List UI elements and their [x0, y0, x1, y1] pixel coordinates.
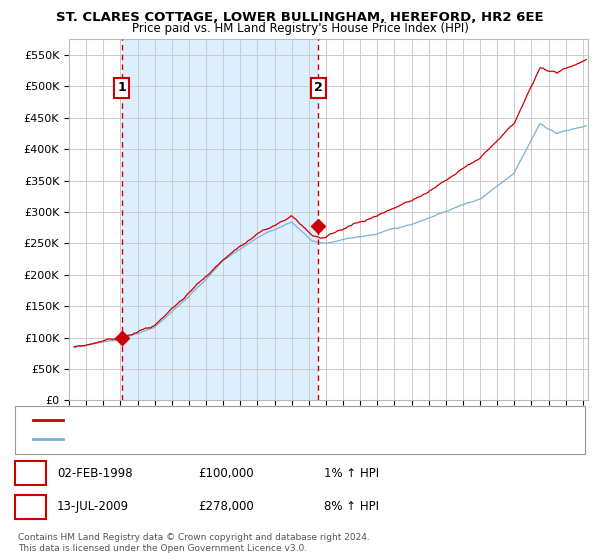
Text: £100,000: £100,000	[198, 466, 254, 480]
Text: 1: 1	[118, 81, 127, 95]
Text: Price paid vs. HM Land Registry's House Price Index (HPI): Price paid vs. HM Land Registry's House …	[131, 22, 469, 35]
Text: 2: 2	[314, 81, 322, 95]
Bar	[122, 39, 318, 400]
Text: 8% ↑ HPI: 8% ↑ HPI	[324, 500, 379, 514]
Text: 02-FEB-1998: 02-FEB-1998	[57, 466, 133, 480]
Text: 1: 1	[26, 466, 35, 480]
Text: HPI: Average price, detached house, Herefordshire: HPI: Average price, detached house, Here…	[69, 435, 322, 445]
Text: ST. CLARES COTTAGE, LOWER BULLINGHAM, HEREFORD, HR2 6EE: ST. CLARES COTTAGE, LOWER BULLINGHAM, HE…	[56, 11, 544, 24]
Text: 13-JUL-2009: 13-JUL-2009	[57, 500, 129, 514]
Text: 1% ↑ HPI: 1% ↑ HPI	[324, 466, 379, 480]
Text: Contains HM Land Registry data © Crown copyright and database right 2024.
This d: Contains HM Land Registry data © Crown c…	[18, 533, 370, 553]
Text: 2: 2	[26, 500, 35, 514]
Text: ST. CLARES COTTAGE, LOWER BULLINGHAM, HEREFORD, HR2 6EE (detached house): ST. CLARES COTTAGE, LOWER BULLINGHAM, HE…	[69, 415, 488, 425]
Text: £278,000: £278,000	[198, 500, 254, 514]
